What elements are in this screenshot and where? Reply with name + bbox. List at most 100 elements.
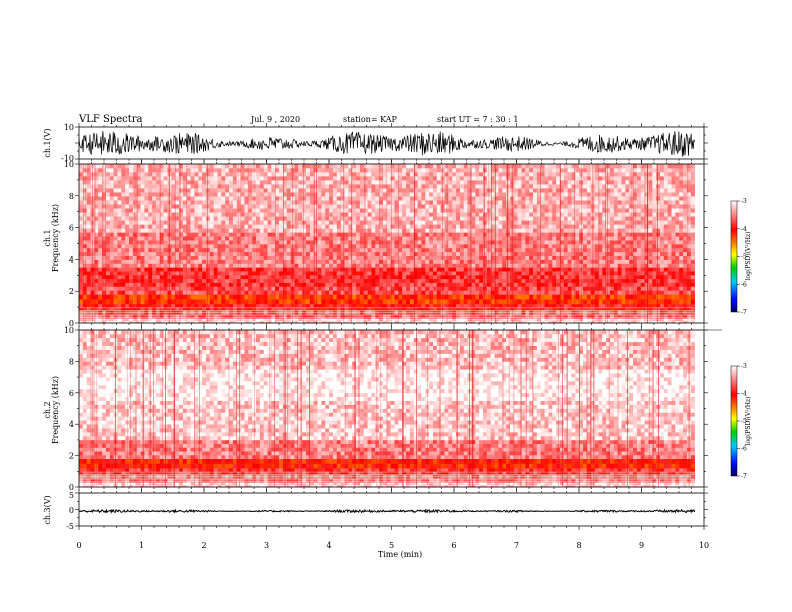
- spectrogram-cell: [559, 240, 565, 245]
- spectrogram-cell: [379, 307, 384, 311]
- spectrogram-cell: [352, 244, 357, 249]
- spectrogram-cell: [98, 271, 103, 276]
- spectrogram-cell: [621, 232, 626, 237]
- spectrogram-cell: [121, 244, 126, 249]
- spectrogram-cell: [129, 259, 134, 264]
- spectrogram-cell: [209, 244, 214, 249]
- spectrogram-cell: [175, 314, 180, 319]
- spectrogram-cell: [406, 259, 411, 264]
- spectrogram-cell: [259, 224, 264, 229]
- spectrogram-cell: [529, 244, 534, 249]
- spectrogram-cell: [240, 216, 245, 221]
- spectrogram-cell: [375, 208, 380, 213]
- spectrogram-cell: [221, 267, 226, 272]
- spectrogram-cell: [121, 208, 126, 213]
- spectrogram-cell: [229, 251, 234, 256]
- spectrogram-cell: [598, 259, 603, 264]
- spectrogram-cell: [321, 314, 326, 319]
- spectrogram-cell: [148, 212, 153, 217]
- spectrogram-cell: [309, 232, 315, 237]
- spectrogram-cell: [394, 247, 399, 253]
- spectrogram-cell: [540, 282, 545, 287]
- spectrogram-cell: [113, 236, 118, 241]
- spectrogram-cell: [544, 247, 549, 253]
- spectrogram-cell: [567, 274, 572, 280]
- spectrogram-cell: [567, 259, 572, 264]
- spectrogram-cell: [359, 282, 365, 287]
- spectrogram-cell: [690, 212, 695, 217]
- spectrogram-cell: [259, 307, 264, 311]
- spectrogram-cell: [148, 267, 153, 272]
- spectrogram-cell: [286, 247, 291, 253]
- spectrogram-cell: [190, 263, 195, 268]
- spectrogram-cell: [629, 240, 634, 245]
- spectrogram-cell: [248, 244, 253, 249]
- spectrogram-cell: [205, 236, 211, 241]
- spectrogram-cell: [690, 208, 695, 213]
- spectrogram-cell: [683, 212, 688, 217]
- spectrogram-cell: [94, 320, 99, 324]
- spectrogram-cell: [479, 208, 484, 213]
- spectrogram-cell: [440, 263, 445, 268]
- spectrogram-cell: [417, 286, 422, 291]
- spectrogram-cell: [621, 247, 626, 253]
- spectrogram-cell: [483, 251, 488, 256]
- spectrogram-cell: [594, 299, 599, 305]
- spectrogram-cell: [579, 286, 584, 291]
- spectrogram-cell: [563, 212, 568, 217]
- spectrogram-cell: [163, 259, 168, 264]
- spectrogram-cell: [140, 212, 145, 217]
- spectrogram-cell: [606, 299, 611, 305]
- spectrogram-cell: [298, 247, 303, 253]
- spectrogram-cell: [240, 290, 245, 295]
- spectrogram-cell: [155, 271, 161, 276]
- spectrogram-cell: [556, 282, 561, 287]
- spectrogram-cell: [594, 310, 599, 315]
- spectrogram-cell: [409, 278, 415, 283]
- spectrogram-cell: [217, 255, 222, 260]
- spectrogram-cell: [690, 251, 695, 256]
- spectrogram-cell: [159, 263, 164, 268]
- spectrogram-cell: [202, 255, 207, 260]
- spectrogram-cell: [375, 303, 380, 308]
- spectrogram-cell: [186, 314, 191, 319]
- spectrogram-cell: [490, 259, 495, 264]
- spectrogram-cell: [286, 228, 291, 233]
- spectrogram-cell: [525, 320, 530, 324]
- spectrogram-cell: [190, 232, 195, 237]
- spectrogram-cell: [105, 307, 111, 311]
- spectrogram-cell: [363, 290, 368, 295]
- spectrogram-cell: [263, 274, 268, 280]
- spectrogram-cell: [609, 244, 615, 249]
- spectrogram-cell: [252, 208, 257, 213]
- spectrogram-cell: [321, 216, 326, 221]
- spectrogram-cell: [382, 294, 388, 300]
- spectrogram-cell: [544, 307, 549, 311]
- spectrogram-cell: [402, 274, 407, 280]
- spectrogram-cell: [229, 204, 234, 209]
- spectrogram-cell: [252, 307, 257, 311]
- spectrogram-cell: [371, 274, 376, 280]
- spectrogram-cell: [263, 255, 268, 260]
- spectrogram-cell: [236, 299, 241, 305]
- spectrogram-cell: [644, 271, 649, 276]
- spectrogram-cell: [413, 244, 418, 249]
- spectrogram-cell: [382, 232, 388, 237]
- spectrogram-cell: [452, 290, 457, 295]
- spectrogram-cell: [213, 271, 218, 276]
- spectrogram-cell: [544, 224, 549, 229]
- spectrogram-cell: [217, 216, 222, 221]
- spectrogram-cell: [198, 267, 203, 272]
- spectrogram-cell: [344, 224, 349, 229]
- spectrogram-cell: [494, 310, 499, 315]
- spectrogram-cell: [98, 267, 103, 272]
- spectrogram-cell: [452, 244, 457, 249]
- spectrogram-cell: [152, 232, 157, 237]
- spectrogram-cell: [409, 282, 415, 287]
- spectrogram-cell: [159, 282, 164, 287]
- spectrogram-cell: [79, 236, 84, 241]
- spectrogram-cell: [271, 228, 276, 233]
- spectrogram-cell: [436, 251, 441, 256]
- spectrogram-cell: [417, 274, 422, 280]
